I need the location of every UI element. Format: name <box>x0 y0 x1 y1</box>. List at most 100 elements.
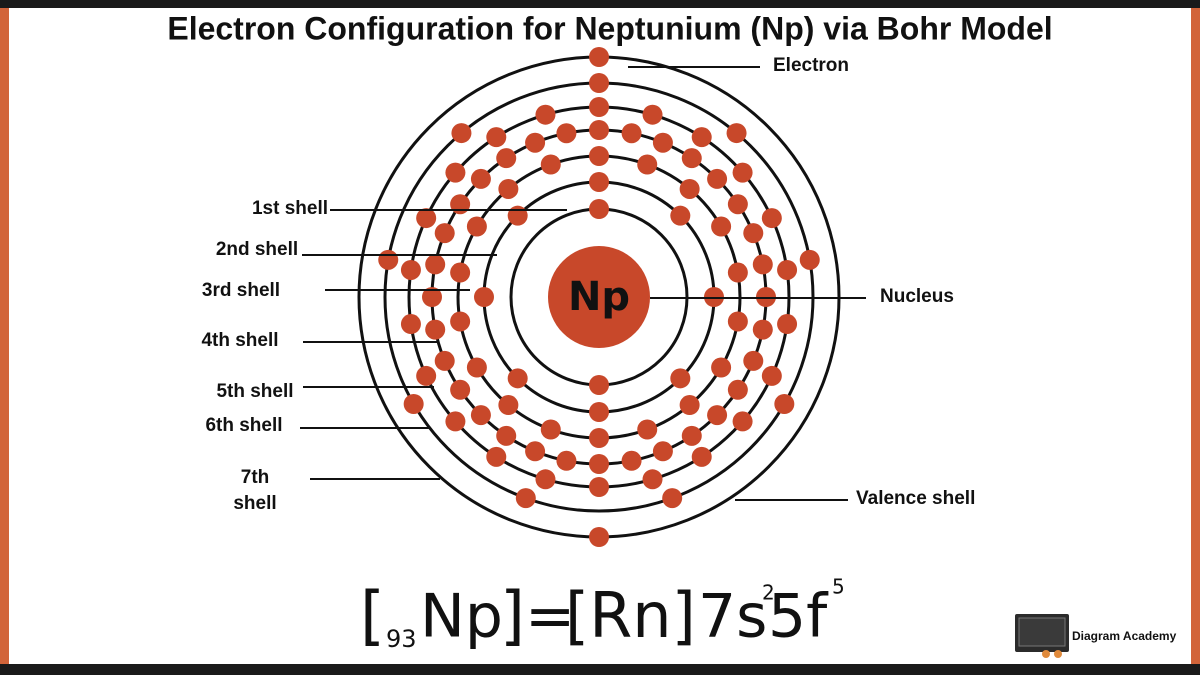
electron <box>400 259 421 280</box>
electron <box>470 168 491 189</box>
electron <box>711 216 732 237</box>
electron <box>621 450 642 471</box>
electron <box>498 395 519 416</box>
electron <box>450 262 471 283</box>
callout-label: Valence shell <box>856 488 975 509</box>
electron <box>451 123 472 144</box>
electron <box>743 350 764 371</box>
electron <box>670 368 691 389</box>
electron <box>589 172 609 192</box>
electron <box>589 375 609 395</box>
electron <box>556 123 577 144</box>
electron <box>589 97 609 117</box>
formula-part: 2 <box>762 581 775 605</box>
electron <box>556 450 577 471</box>
electron <box>743 223 764 244</box>
formula-part: [Rn] <box>565 579 696 652</box>
electron <box>681 148 702 169</box>
electron <box>637 419 658 440</box>
electron <box>434 223 455 244</box>
electron <box>450 194 471 215</box>
logo-figure <box>1054 650 1062 658</box>
logo-screen <box>1018 617 1066 647</box>
electron <box>589 527 609 547</box>
title: Electron Configuration for Neptunium (Np… <box>167 10 1052 46</box>
electron <box>515 488 536 509</box>
electron <box>727 379 748 400</box>
electron <box>761 208 782 229</box>
electron <box>535 104 556 125</box>
shell-label: 1st shell <box>252 198 328 219</box>
shell-label: 5th shell <box>216 381 293 402</box>
callout-label: Nucleus <box>880 286 954 307</box>
electron <box>540 419 561 440</box>
electron <box>525 132 546 153</box>
electron <box>589 402 609 422</box>
electron <box>466 357 487 378</box>
electron <box>711 357 732 378</box>
electron <box>777 259 798 280</box>
nucleus-symbol: Np <box>568 274 630 320</box>
electron <box>416 208 437 229</box>
electron <box>403 394 424 414</box>
electron <box>525 441 546 462</box>
shell-label: 4th shell <box>201 330 278 351</box>
electron <box>496 425 517 446</box>
electron <box>486 127 507 148</box>
electron <box>727 194 748 215</box>
right-border <box>1191 8 1200 664</box>
callout-label: Electron <box>773 55 849 76</box>
logo-figure <box>1042 650 1050 658</box>
electron <box>621 123 642 144</box>
electron <box>652 441 673 462</box>
electron <box>474 287 494 307</box>
formula-part: [ <box>360 580 385 654</box>
electron <box>589 47 609 67</box>
electron <box>727 262 748 283</box>
electron <box>507 368 528 389</box>
electron <box>642 469 663 490</box>
electron <box>450 311 471 332</box>
electron <box>670 205 691 226</box>
electron <box>445 411 466 432</box>
electron <box>662 488 683 509</box>
electron <box>450 379 471 400</box>
electron <box>707 168 728 189</box>
electron <box>681 425 702 446</box>
shell-label: 7th <box>241 467 270 488</box>
formula-part: 5f <box>768 582 829 652</box>
electron <box>589 199 609 219</box>
electron <box>777 314 798 335</box>
electron <box>637 154 658 175</box>
electron <box>799 249 820 270</box>
electron <box>535 469 556 490</box>
electron <box>466 216 487 237</box>
electron <box>727 311 748 332</box>
electron <box>486 446 507 467</box>
electron <box>589 477 609 497</box>
electron <box>691 446 712 467</box>
shell-label: 2nd shell <box>216 239 298 260</box>
electron <box>652 132 673 153</box>
electron <box>642 104 663 125</box>
bottom-bar <box>0 664 1200 675</box>
logo: Diagram Academy <box>1015 614 1177 658</box>
formula-part: 5 <box>832 575 845 599</box>
shell-label: shell <box>233 493 276 514</box>
electron <box>752 319 773 340</box>
electron <box>470 405 491 426</box>
electron <box>498 178 519 199</box>
electron <box>507 205 528 226</box>
electron <box>378 249 399 270</box>
electron <box>496 148 517 169</box>
electron <box>774 394 795 414</box>
electron <box>761 365 782 386</box>
electron <box>422 287 442 307</box>
electron <box>589 428 609 448</box>
electron <box>691 127 712 148</box>
logo-text: Diagram Academy <box>1072 629 1177 643</box>
electron <box>589 454 609 474</box>
formula-part: 93 <box>386 625 417 653</box>
